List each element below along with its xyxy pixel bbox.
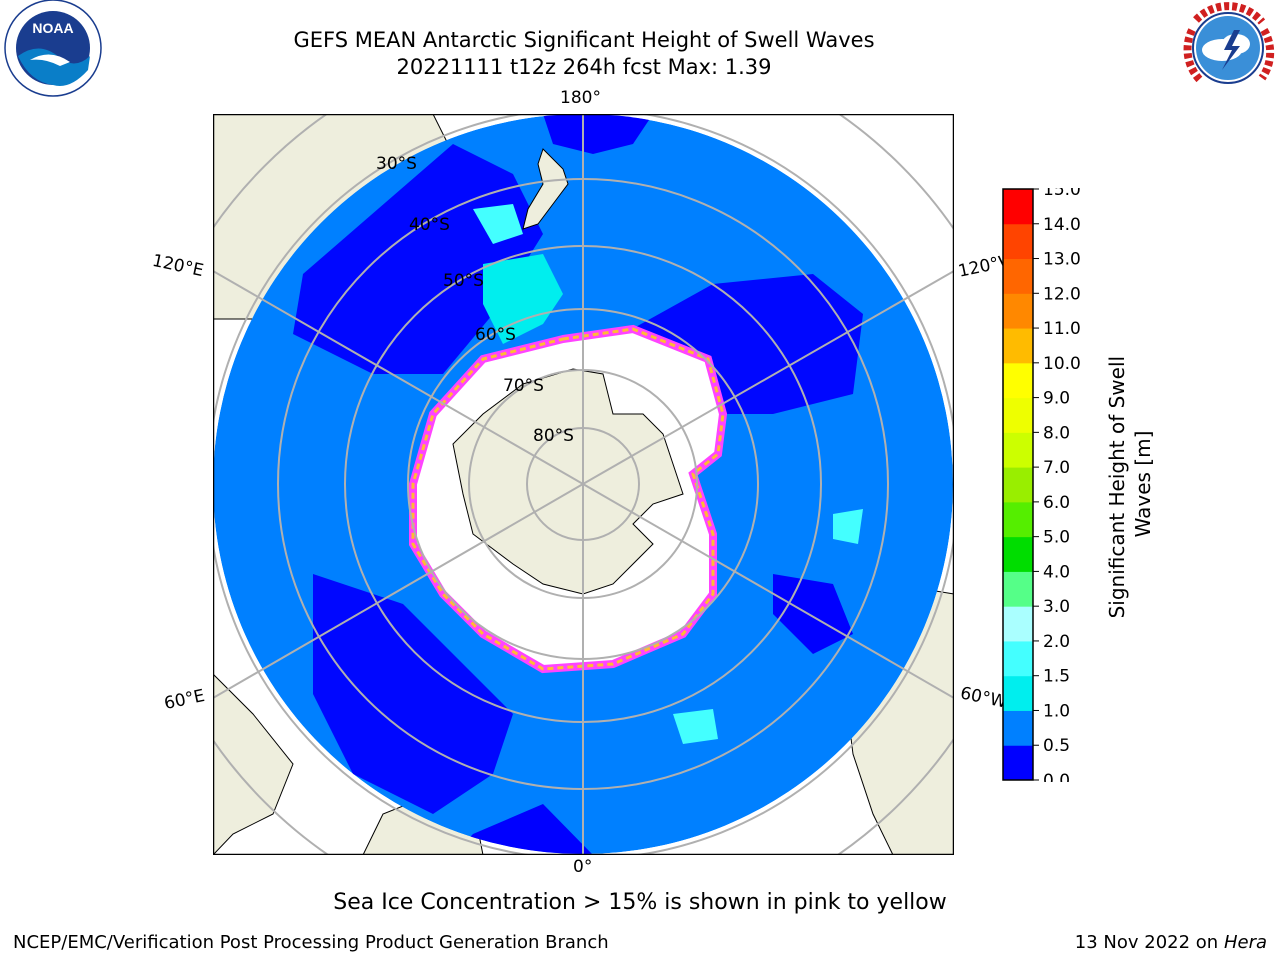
colorbar-tick-label: 0.5 <box>1043 736 1070 756</box>
colorbar-tick-label: 11.0 <box>1043 319 1081 339</box>
antarctica-landmass <box>452 368 684 595</box>
colorbar-swatch <box>1003 362 1033 399</box>
new-zealand-landmass <box>522 148 569 230</box>
colorbar-tick-label: 1.5 <box>1043 667 1070 687</box>
colorbar-swatch <box>1003 467 1033 503</box>
colorbar-tick-label: 1.0 <box>1043 701 1070 721</box>
swell-patch-cyan <box>833 509 863 544</box>
lat-label-60s: 60°S <box>475 325 516 345</box>
lat-label-40s: 40°S <box>409 215 450 235</box>
footer-date: 13 Nov 2022 on <box>1074 932 1219 953</box>
colorbar-swatch <box>1003 571 1033 607</box>
colorbar-tick-label: 0.0 <box>1043 771 1070 782</box>
lat-label-70s: 70°S <box>503 376 544 396</box>
colorbar-tick-label: 14.0 <box>1043 215 1081 235</box>
lon-label-60w: 60°W <box>958 683 1009 713</box>
noaa-logo-text: NOAA <box>32 20 73 36</box>
colorbar-tick-label: 4.0 <box>1043 562 1070 582</box>
colorbar-tick-label: 5.0 <box>1043 528 1070 548</box>
lon-label-120e: 120°E <box>150 250 206 282</box>
colorbar-swatch <box>1003 745 1033 781</box>
colorbar-swatch <box>1003 432 1033 468</box>
swell-patch-cyan <box>473 204 523 244</box>
colorbar-swatch <box>1003 501 1033 538</box>
low-swell-region <box>313 574 513 814</box>
swell-patch-cyan <box>483 254 563 344</box>
colorbar-label: Significant Height of Swell Waves [m] <box>1105 350 1155 619</box>
lat-label-50s: 50°S <box>443 271 484 291</box>
colorbar-tick-label: 10.0 <box>1043 354 1081 374</box>
lon-label-180: 180° <box>560 88 601 108</box>
map-frame <box>213 114 954 855</box>
sea-ice-note: Sea Ice Concentration > 15% is shown in … <box>333 890 947 915</box>
nws-logo-icon <box>1181 1 1275 95</box>
footer-left: NCEP/EMC/Verification Post Processing Pr… <box>13 932 609 953</box>
colorbar-swatch <box>1003 675 1033 711</box>
polar-map: 30°S 40°S 50°S 60°S 70°S 80°S <box>213 114 954 855</box>
colorbar-tick-label: 3.0 <box>1043 597 1070 617</box>
colorbar-swatch <box>1003 258 1033 294</box>
colorbar-swatch <box>1003 223 1033 260</box>
swell-patch-cyan <box>673 709 718 744</box>
colorbar-tick-label: 7.0 <box>1043 458 1070 478</box>
colorbar: 0.0 0.5 1.0 1.5 2.0 3.0 4.0 5.0 6.0 7.0 8.0 9.0 10.0… <box>1002 188 1081 782</box>
colorbar-tick-label: 15.0 <box>1043 188 1081 200</box>
colorbar-swatch <box>1003 397 1033 433</box>
footer-host: Hera <box>1223 932 1267 953</box>
sea-ice-edge <box>411 327 725 671</box>
lon-label-60e: 60°E <box>162 685 207 715</box>
colorbar-swatch <box>1003 606 1033 642</box>
chart-title: GEFS MEAN Antarctic Significant Height o… <box>293 28 875 52</box>
low-swell-region <box>543 114 653 154</box>
colorbar-tick-label: 13.0 <box>1043 250 1081 270</box>
lat-label-80s: 80°S <box>533 426 574 446</box>
colorbar-swatch <box>1003 328 1033 364</box>
colorbar-tick-label: 12.0 <box>1043 284 1081 304</box>
colorbar-swatch <box>1003 536 1033 572</box>
colorbar-tick-label: 9.0 <box>1043 389 1070 409</box>
colorbar-swatch <box>1003 640 1033 677</box>
low-swell-region <box>293 144 543 374</box>
colorbar-tick-label: 2.0 <box>1043 632 1070 652</box>
lon-label-0: 0° <box>573 857 593 877</box>
colorbar-border <box>1002 188 1034 781</box>
footer-right: 13 Nov 2022 on Hera <box>1075 932 1267 953</box>
colorbar-swatch <box>1003 293 1033 329</box>
colorbar-tick-label: 8.0 <box>1043 423 1070 443</box>
lat-label-30s: 30°S <box>376 154 417 174</box>
colorbar-tick-label: 6.0 <box>1043 493 1070 513</box>
chart-subtitle: 20221111 t12z 264h fcst Max: 1.39 <box>396 55 772 79</box>
colorbar-swatch <box>1003 710 1033 746</box>
colorbar-label-text: Significant Height of Swell Waves [m] <box>1105 350 1155 619</box>
noaa-logo-icon: NOAA <box>4 0 102 97</box>
colorbar-swatch <box>1003 189 1033 225</box>
